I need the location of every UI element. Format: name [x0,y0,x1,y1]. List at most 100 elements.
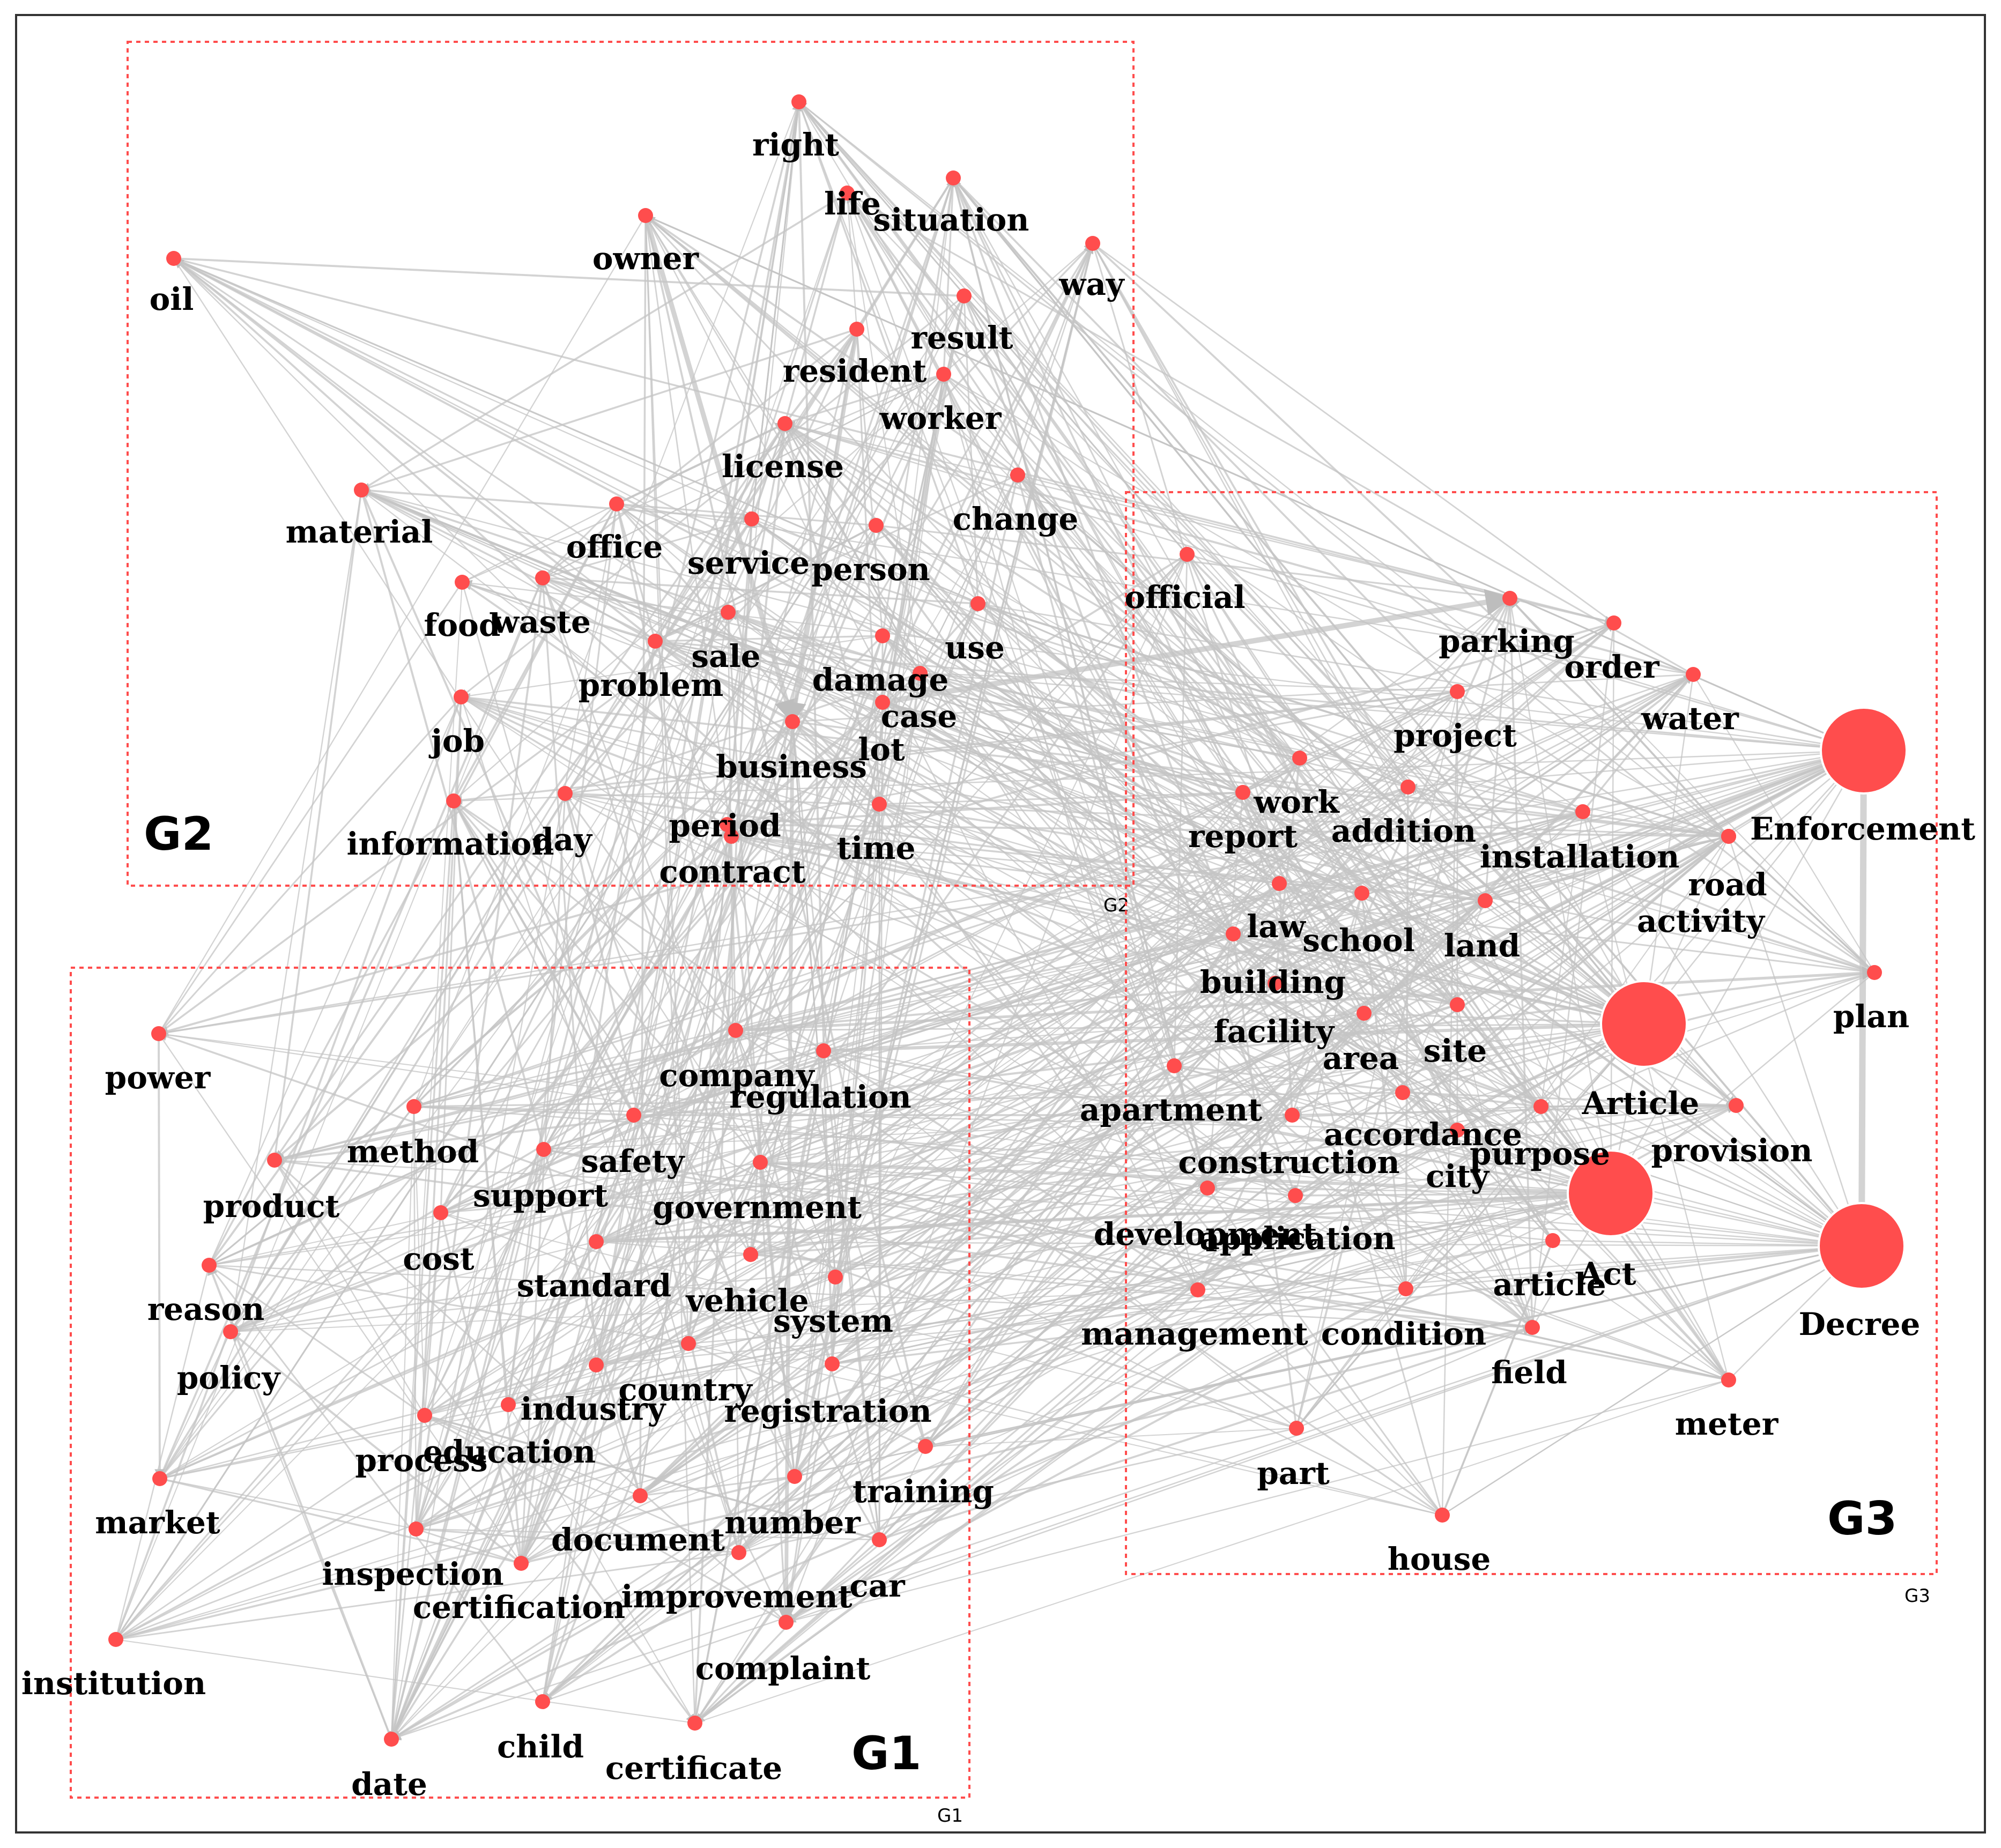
edge-site-lot [881,701,1458,1006]
node-label-training: training [853,1473,994,1510]
edge-certificate-Article [694,1023,1645,1724]
node-label-safety: safety [581,1143,686,1179]
edge-cost-water [440,673,1694,1214]
node-person [869,518,884,533]
edge-inspection-provision [416,1103,1737,1530]
node-right [791,94,806,109]
edge-government-Enforcement [760,749,1864,1163]
edge-project-Article [1456,691,1645,1025]
node-label-job: job [428,723,485,759]
edge-installation-meter [1582,811,1731,1381]
edge-market-service [159,518,753,1479]
node-label-office: office [566,529,663,565]
edge-date-right [390,101,802,1740]
edge-activity-improvement [738,835,1729,1554]
edge-safety-business [633,721,794,1116]
edge-development-job [461,696,1208,1189]
edge-use-Decree [977,603,1863,1247]
node-institution [108,1632,123,1647]
edge-construction-registration [832,1115,1293,1364]
edge-resident-life [844,192,858,330]
edge-meter-government [760,1161,1729,1381]
node-inspection [409,1522,424,1537]
node-project [1450,684,1465,699]
edge-institution-time [115,804,880,1640]
node-label-way: way [1058,266,1125,302]
edge-child-construction [542,1115,1293,1702]
edge-document-contract [639,835,735,1496]
edge-safety-installation [633,811,1583,1116]
node-label-improvement: improvement [621,1578,852,1615]
node-area [1357,1006,1372,1021]
edge-food-Article [462,581,1645,1025]
edge-work-project [1299,691,1458,759]
node-label-project: project [1394,717,1517,754]
edge-activity-method [413,835,1729,1108]
edge-process-construction [424,1113,1293,1416]
node-safety [626,1108,641,1123]
node-parking [1502,591,1517,606]
edge-lot-purpose [882,702,1541,1107]
edge-improvement-sale [724,611,740,1553]
edge-certification-government [520,1161,761,1564]
node-label-resident: resident [783,353,927,389]
node-time [872,797,887,812]
edge-number-period [723,823,796,1477]
edge-information-date [387,800,455,1740]
edge-use-right [797,101,979,604]
edge-part-training [924,1427,1297,1449]
node-school [1354,886,1369,901]
node-label-facility: facility [1214,1013,1336,1050]
edge-provision-process [424,1104,1737,1416]
edge-standard-Article [596,1021,1645,1243]
edge-accordance-provision [1402,1092,1737,1107]
edge-work-report [1242,757,1300,793]
edge-right-Decree [798,101,1862,1246]
edge-vehicle-purpose [750,1105,1541,1256]
edge-number-document [640,1475,795,1497]
node-label-market: market [95,1504,220,1541]
edge-area-Enforcement [1363,749,1865,1014]
node-label-part: part [1257,1455,1330,1491]
edge-institution-support [115,1148,545,1641]
node-label-child: child [497,1728,584,1765]
edge-government-Act [760,1161,1612,1201]
edge-training-project [924,691,1458,1447]
node-field [1525,1320,1540,1335]
node-resident [849,322,864,337]
edge-oil-damage [173,257,883,637]
edge-standard-Act [596,1186,1612,1243]
edge-change-owner [644,214,1019,476]
node-regulation [816,1043,831,1058]
node-site [1450,997,1465,1012]
edge-improvement-inspection [416,1528,739,1554]
edge-plan-water [1693,674,1875,973]
edge-activity-addition [1407,783,1729,837]
edge-safety-material [360,489,635,1116]
node-label-order: order [1564,649,1660,685]
edge-reason-Article [209,1021,1645,1266]
edge-government-official [759,553,1188,1163]
node-government [753,1155,768,1170]
edge-day-way [564,242,1094,795]
node-day [558,786,573,801]
node-label-result: result [910,320,1013,356]
edge-process-cost [424,1212,444,1416]
edge-child-number [542,1475,796,1703]
edge-plan-job [460,694,1875,974]
edge-child-area [542,1012,1365,1703]
edge-date-food [390,582,463,1740]
edge-complaint-process [424,1414,787,1623]
group-label-g1: G1 [851,1727,921,1780]
edge-certification-safety [520,1115,635,1564]
edge-service-right [751,101,800,519]
node-use [970,596,985,611]
edge-meter-use [977,603,1729,1381]
edge-oil-Article [173,257,1645,1025]
edge-plan-Act [1610,972,1875,1194]
edge-inspection-accordance [416,1092,1404,1530]
edge-cost-resident [440,329,858,1213]
node-label-company: company [659,1057,816,1094]
node-office [609,496,624,511]
node-label-change: change [953,501,1079,537]
